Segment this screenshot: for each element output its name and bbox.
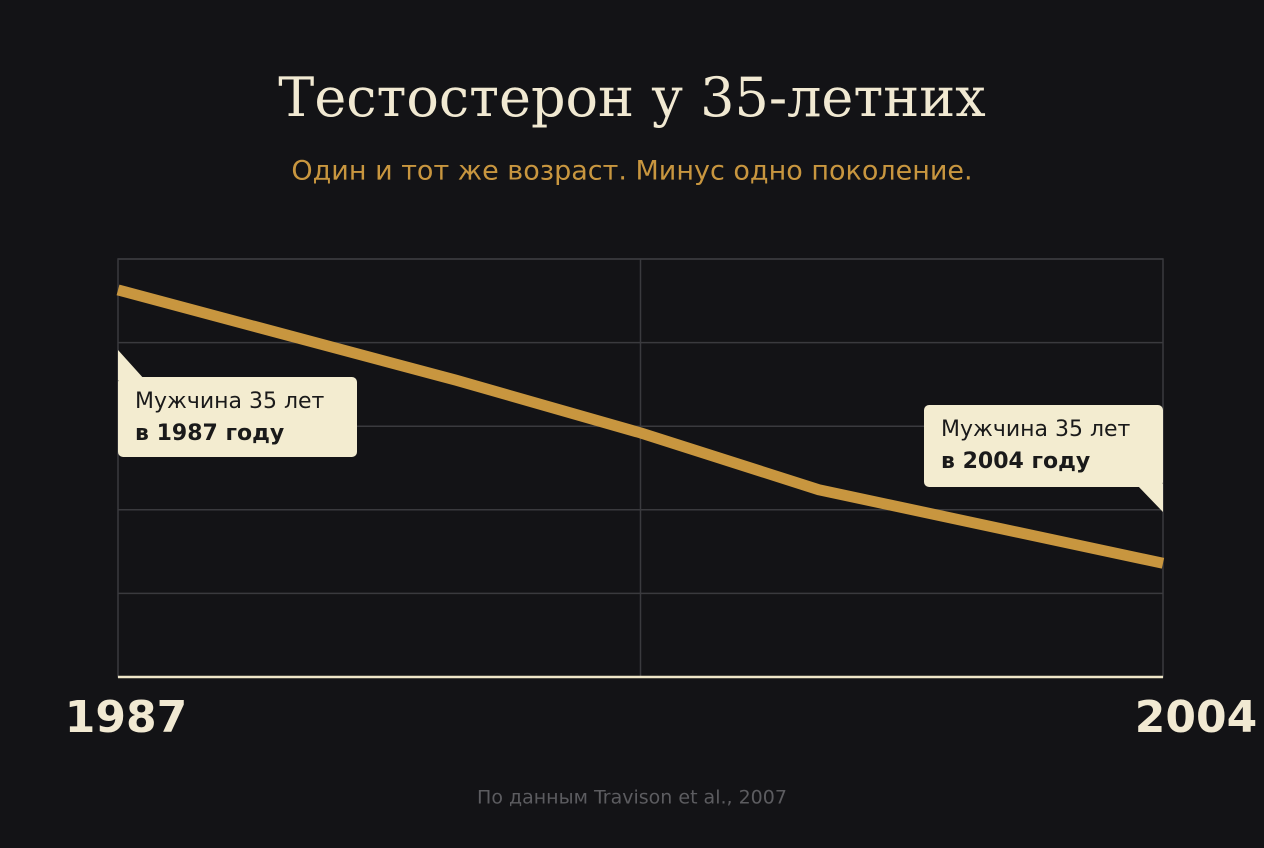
callout-text-bold: в 2004 году [941,449,1090,474]
callout [924,405,1163,487]
x-tick-label: 1987 [65,692,187,743]
callout [118,377,357,457]
callout-tail [118,350,145,380]
callout-text: Мужчина 35 лет [941,417,1131,442]
callout-text: Мужчина 35 лет [135,389,325,414]
callout-text-bold: в 1987 году [135,421,284,446]
callout-tail [1136,484,1163,512]
chart-subtitle: Один и тот же возраст. Минус одно поколе… [291,156,972,187]
x-tick-label: 2004 [1135,692,1257,743]
data-line [116,284,1165,569]
chart-title: Тестостерон у 35-летних [278,66,985,129]
source: По данным Travison et al., 2007 [477,787,787,809]
